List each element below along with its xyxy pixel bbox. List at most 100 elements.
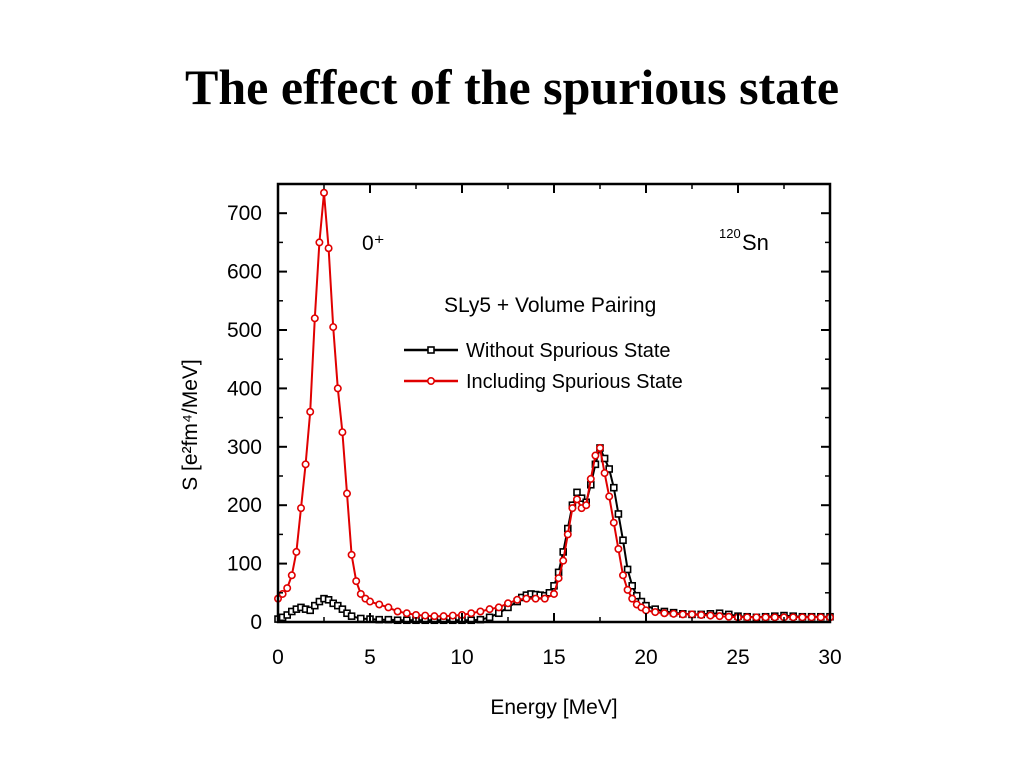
x-tick-label: 0	[272, 646, 284, 669]
data-point	[618, 571, 627, 580]
legend-entry: Including Spurious State	[404, 371, 683, 393]
data-point	[605, 465, 614, 473]
data-point	[614, 510, 623, 518]
data-point	[315, 238, 324, 247]
multipolarity-annotation: 0⁺	[362, 232, 385, 255]
legend-entries: Without Spurious State Including Spurious…	[404, 340, 683, 393]
data-point	[568, 504, 577, 513]
y-tick-label: 100	[227, 553, 262, 576]
data-point	[595, 443, 604, 452]
data-point	[761, 613, 770, 622]
nucleus-symbol-annotation: Sn	[742, 230, 769, 255]
data-point	[591, 451, 600, 460]
data-point	[310, 601, 319, 610]
data-point	[619, 536, 627, 545]
data-point	[292, 547, 301, 556]
data-point	[402, 609, 411, 618]
legend-entry: Without Spurious State	[404, 340, 671, 362]
data-point	[605, 492, 614, 501]
data-point	[296, 504, 305, 513]
data-point	[623, 585, 632, 594]
data-point	[651, 608, 660, 617]
data-point	[467, 609, 476, 618]
data-point	[582, 501, 591, 510]
data-point	[278, 589, 287, 598]
data-point	[430, 612, 439, 621]
data-point	[573, 488, 581, 497]
data-point	[356, 589, 365, 598]
nucleus-mass-annotation: 120	[719, 226, 741, 241]
data-point	[572, 495, 581, 504]
x-tick-label: 25	[726, 646, 749, 669]
data-point	[743, 613, 752, 622]
legend-label: Including Spurious State	[466, 371, 683, 393]
data-point	[641, 606, 650, 615]
x-tick-label: 5	[364, 646, 376, 669]
data-point	[798, 613, 807, 622]
y-axis-label: S [e²fm⁴/MeV]	[179, 359, 202, 491]
data-point	[306, 606, 315, 615]
data-point	[752, 613, 761, 622]
data-point	[347, 550, 356, 559]
data-point	[591, 460, 600, 469]
data-point	[347, 612, 356, 620]
x-tick-label: 30	[818, 646, 841, 669]
y-tick-label: 500	[227, 319, 262, 342]
y-tick-label: 600	[227, 261, 262, 284]
data-point	[687, 610, 696, 619]
legend-title: SLy5 + Volume Pairing	[444, 294, 656, 317]
data-point	[513, 595, 522, 604]
series-line	[277, 192, 830, 619]
x-tick-label: 15	[542, 646, 565, 669]
data-point	[287, 571, 296, 580]
y-tick-label: 300	[227, 436, 262, 459]
data-point	[559, 556, 568, 565]
data-point	[609, 518, 618, 527]
data-point	[485, 613, 494, 622]
data-point	[522, 594, 531, 603]
data-point	[715, 612, 724, 621]
data-point	[609, 483, 618, 492]
data-point	[365, 597, 374, 606]
data-point	[600, 469, 609, 478]
data-point	[549, 589, 558, 598]
data-point	[586, 474, 595, 483]
x-tick-label: 20	[634, 646, 657, 669]
data-point	[678, 610, 687, 619]
legend-swatch-marker	[426, 376, 435, 385]
data-point	[485, 605, 494, 614]
y-tick-label: 700	[227, 202, 262, 225]
data-point	[816, 613, 825, 622]
data-point	[706, 611, 715, 620]
data-point	[807, 613, 816, 622]
data-point	[448, 611, 457, 620]
data-point	[333, 384, 342, 393]
data-point	[319, 188, 328, 197]
data-point	[614, 544, 623, 553]
data-point	[628, 594, 637, 603]
data-point	[324, 244, 333, 253]
data-point	[283, 584, 292, 593]
x-axis-label: Energy [MeV]	[490, 696, 617, 719]
x-tick-label: 10	[450, 646, 473, 669]
data-point	[329, 323, 338, 332]
data-point	[439, 612, 448, 621]
data-point	[421, 611, 430, 620]
data-point	[789, 613, 798, 622]
legend-label: Without Spurious State	[466, 340, 671, 362]
data-point	[628, 581, 637, 590]
data-point	[393, 607, 402, 616]
data-point	[375, 600, 384, 609]
data-point	[697, 610, 706, 619]
data-point	[503, 599, 512, 608]
y-tick-label: 400	[227, 377, 262, 400]
data-point	[531, 594, 540, 603]
data-point	[338, 428, 347, 437]
data-point	[554, 574, 563, 583]
data-point	[356, 614, 365, 623]
y-tick-label: 0	[250, 611, 262, 634]
data-point	[660, 609, 669, 618]
